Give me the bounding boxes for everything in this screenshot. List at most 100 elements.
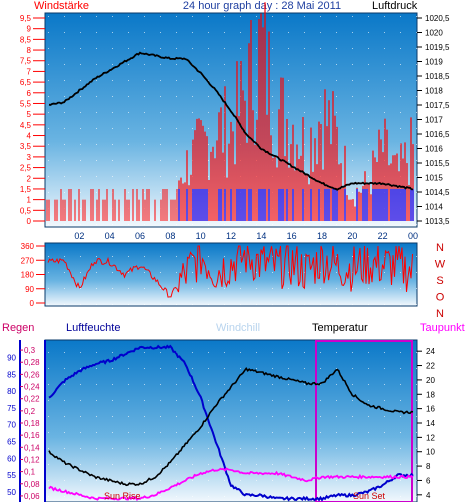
wind-tick-label: 6	[27, 89, 32, 98]
time-tick-label: 14	[256, 231, 266, 241]
sunset-label: Sun Set	[353, 491, 386, 501]
panel3-grid	[45, 340, 417, 502]
humidity-tick-label: 90	[7, 353, 16, 362]
temp-tick-label: 24	[426, 347, 435, 356]
humidity-tick-label: 50	[7, 488, 16, 497]
compass-label: N	[436, 242, 444, 254]
temperature-axis: 4 6 8 10 12 14 16 18 20 22 24	[417, 347, 435, 500]
pressure-tick-label: 1017,5	[425, 101, 450, 110]
direction-tick-label: 360	[21, 242, 35, 251]
header-title: 24 hour graph day : 28 Mai 2011	[183, 0, 341, 12]
panel-wind-pressure: 0 0,51 1,5 22,5 3 3,54 4,5 5 5,56 6,5 77,5 8 8,59 9,5…	[20, 2, 450, 241]
temp-tick-label: 18	[426, 390, 435, 399]
temperature-series-line	[48, 367, 414, 487]
wind-tick-label: 4	[27, 132, 32, 141]
wind-bars	[46, 2, 414, 221]
wind-tick-label: 8,5	[20, 35, 32, 44]
temp-tick-label: 20	[426, 376, 435, 385]
pressure-tick-label: 1017	[425, 116, 443, 125]
time-tick-label: 12	[226, 231, 236, 241]
wind-tick-label: 9	[27, 25, 32, 34]
pressure-axis: 1013,5 1014 1014,5 1015 1015,5 1016 1016,5 1017…	[417, 14, 450, 226]
humidity-axis: 50 55 60 65 70 75 80 85 90	[7, 353, 16, 496]
humidity-tick-label: 55	[7, 471, 16, 480]
pressure-tick-label: 1013,5	[425, 217, 450, 226]
sunrise-label: Sun Rise	[104, 491, 141, 501]
rain-tick-label: 0,12	[24, 455, 40, 464]
wind-tick-label: 5,5	[20, 99, 32, 108]
humidity-tick-label: 85	[7, 370, 16, 379]
pressure-tick-label: 1019,5	[425, 43, 450, 52]
compass-label: W	[435, 259, 446, 271]
time-tick-label: 22	[378, 231, 388, 241]
wind-tick-label: 9,5	[20, 14, 32, 23]
header-humidity-label: Luftfeuchte	[66, 322, 120, 334]
rain-tick-label: 0,26	[24, 370, 40, 379]
rain-tick-label: 0,06	[24, 492, 40, 501]
pressure-tick-label: 1015,5	[425, 159, 450, 168]
wind-axis: 0 0,51 1,5 22,5 3 3,54 4,5 5 5,56 6,5 77,5 8 8,59 9,5	[20, 14, 45, 226]
time-tick-label: 10	[196, 231, 206, 241]
pressure-tick-label: 1019	[425, 58, 443, 67]
header-windchill-label: Windchill	[216, 322, 260, 334]
humidity-tick-label: 80	[7, 387, 16, 396]
time-tick-label: 20	[347, 231, 357, 241]
rain-tick-label: 0,3	[24, 346, 36, 355]
sunset-box	[315, 340, 413, 502]
wind-tick-label: 0	[27, 217, 32, 226]
wind-tick-label: 2	[27, 174, 32, 183]
time-tick-label: 18	[317, 231, 327, 241]
wind-tick-label: 6,5	[20, 78, 32, 87]
header-wind-label: Windstärke	[34, 0, 89, 12]
dewpoint-series-line	[48, 467, 414, 501]
pressure-tick-label: 1014,5	[425, 188, 450, 197]
pressure-tick-label: 1020,5	[425, 14, 450, 23]
time-tick-label: 04	[105, 231, 115, 241]
time-tick-label: 00	[408, 231, 418, 241]
header-temperature-label: Temperatur	[312, 322, 368, 334]
temp-tick-label: 16	[426, 405, 435, 414]
rain-tick-label: 0,22	[24, 395, 40, 404]
rain-tick-label: 0,1	[24, 468, 36, 477]
header-dewpoint-label: Taupunkt	[420, 322, 465, 334]
wind-tick-label: 3,5	[20, 142, 32, 151]
pressure-tick-label: 1018	[425, 87, 443, 96]
rain-tick-label: 0,18	[24, 419, 40, 428]
humidity-series-line	[48, 344, 414, 502]
temp-tick-label: 14	[426, 419, 435, 428]
pressure-tick-label: 1014	[425, 203, 443, 212]
wind-tick-label: 4,5	[20, 121, 32, 130]
wind-tick-label: 7,5	[20, 57, 32, 66]
direction-tick-label: 270	[21, 256, 35, 265]
temp-tick-label: 4	[426, 491, 431, 500]
compass-label: O	[436, 292, 445, 304]
compass-label: S	[436, 275, 443, 287]
header-rain-label: Regen	[2, 322, 34, 334]
panel2-grid	[45, 243, 417, 306]
humidity-tick-label: 70	[7, 421, 16, 430]
humidity-tick-label: 60	[7, 454, 16, 463]
wind-tick-label: 1,5	[20, 185, 32, 194]
time-axis: 02 04 06 08 10 12 14 16 18 20 22 00	[74, 231, 418, 241]
wind-tick-label: 7	[27, 67, 32, 76]
temp-tick-label: 8	[426, 462, 431, 471]
humidity-tick-label: 65	[7, 437, 16, 446]
temp-humidity-lines	[48, 344, 414, 502]
rain-tick-label: 0,16	[24, 431, 40, 440]
pressure-tick-label: 1015	[425, 174, 443, 183]
rain-tick-label: 0,2	[24, 407, 36, 416]
direction-tick-label: 90	[25, 285, 34, 294]
wind-tick-label: 8	[27, 46, 32, 55]
temp-tick-label: 12	[426, 433, 435, 442]
wind-tick-label: 1	[27, 196, 32, 205]
wind-direction-line	[47, 245, 413, 298]
rain-tick-label: 0,24	[24, 383, 40, 392]
pressure-tick-label: 1018,5	[425, 72, 450, 81]
humidity-tick-label: 75	[7, 404, 16, 413]
time-tick-label: 02	[74, 231, 84, 241]
header-pressure-label: Luftdruck	[372, 0, 418, 12]
